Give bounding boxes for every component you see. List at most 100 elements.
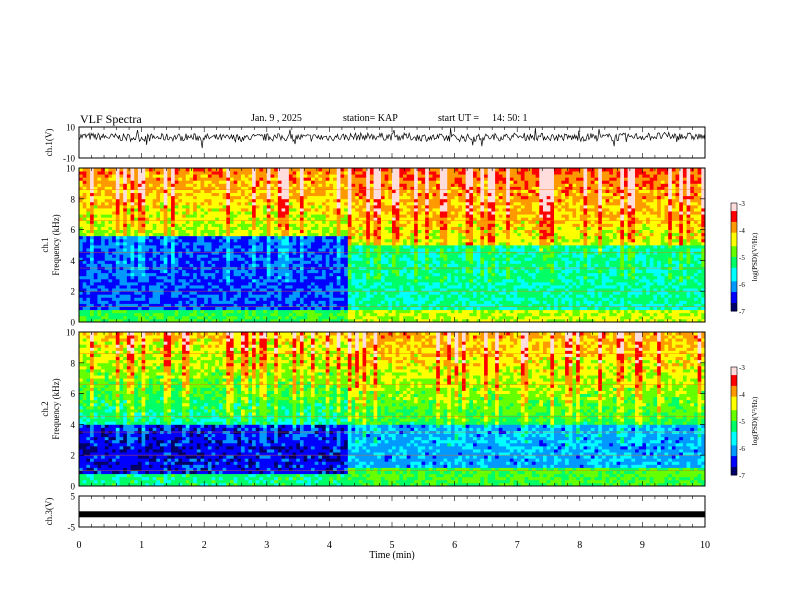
spectrogram-cell — [388, 180, 393, 184]
spectrogram-cell — [130, 272, 135, 277]
spectrogram-cell — [174, 245, 179, 249]
spectrogram-cell — [310, 303, 316, 307]
spectrogram-cell — [215, 232, 220, 237]
spectrogram-cell — [432, 198, 437, 203]
spectrogram-cell — [237, 211, 242, 215]
spectrogram-cell — [119, 204, 124, 209]
spectrogram-cell — [241, 183, 246, 187]
spectrogram-cell — [130, 269, 135, 274]
spectrogram-cell — [432, 312, 437, 317]
spectrogram-cell — [369, 211, 374, 215]
spectrogram-cell — [160, 241, 165, 246]
spectrogram-cell — [277, 275, 282, 280]
spectrogram-cell — [222, 278, 227, 283]
spectrogram-cell — [134, 260, 139, 264]
spectrogram-cell — [241, 278, 246, 283]
spectrogram-cell — [255, 238, 260, 243]
spectrogram-cell — [255, 174, 260, 178]
spectrogram-cell — [185, 189, 190, 194]
spectrogram-cell — [160, 309, 165, 314]
spectrogram-cell — [432, 211, 437, 215]
spectrogram-cell — [406, 198, 411, 203]
spectrogram-cell — [329, 208, 334, 212]
spectrogram-cell — [115, 238, 120, 243]
spectrogram-cell — [266, 288, 271, 292]
spectrogram-cell — [410, 211, 415, 215]
spectrogram-cell — [310, 229, 316, 234]
spectrogram-cell — [259, 257, 264, 261]
spectrogram-cell — [79, 275, 84, 280]
spectrogram-cell — [218, 260, 224, 264]
spectrogram-cell — [182, 223, 187, 227]
spectrogram-cell — [174, 189, 179, 194]
spectrogram-cell — [307, 232, 312, 237]
spectrogram-cell — [432, 254, 437, 258]
spectrogram-cell — [299, 269, 305, 274]
spectrogram-cell — [167, 226, 172, 230]
spectrogram-cell — [163, 238, 168, 243]
spectrogram-cell — [115, 211, 120, 215]
spectrogram-cell — [171, 171, 176, 175]
spectrogram-cell — [204, 297, 209, 301]
spectrogram-cell — [189, 211, 194, 215]
spectrogram-cell — [325, 223, 330, 227]
spectrogram-cell — [395, 186, 400, 190]
spectrogram-cell — [137, 186, 142, 190]
spectrogram-cell — [145, 309, 150, 314]
spectrogram-cell — [241, 192, 246, 197]
spectrogram-cell — [340, 285, 345, 289]
spectrogram-cell — [406, 272, 411, 277]
spectrogram-cell — [218, 226, 224, 230]
spectrogram-cell — [303, 241, 308, 246]
spectrogram-cell — [171, 275, 176, 280]
spectrogram-cell — [380, 214, 386, 218]
spectrogram-cell — [329, 245, 334, 249]
spectrogram-cell — [196, 186, 201, 190]
spectrogram-cell — [233, 275, 238, 280]
spectrogram-cell — [244, 288, 249, 292]
spectrogram-cell — [218, 177, 224, 181]
spectrogram-cell — [241, 223, 246, 227]
spectrogram-cell — [414, 269, 419, 274]
spectrogram-cell — [200, 208, 205, 212]
spectrogram-cell — [218, 278, 224, 283]
spectrogram-cell — [406, 168, 411, 172]
spectrogram-cell — [244, 297, 249, 301]
spectrogram-cell — [244, 192, 249, 197]
spectrogram-cell — [369, 226, 374, 230]
spectrogram-cell — [189, 294, 194, 298]
spectrogram-cell — [115, 217, 120, 221]
spectrogram-cell — [303, 229, 308, 234]
spectrogram-cell — [79, 180, 84, 184]
spectrogram-cell — [200, 288, 205, 292]
spectrogram-cell — [241, 272, 246, 277]
spectrogram-cell — [182, 192, 187, 197]
spectrogram-cell — [344, 241, 349, 246]
spectrogram-cell — [200, 177, 205, 181]
spectrogram-cell — [380, 257, 386, 261]
spectrogram-cell — [152, 168, 157, 172]
spectrogram-cell — [152, 214, 157, 218]
spectrogram-cell — [322, 269, 327, 274]
spectrogram-cell — [274, 180, 279, 184]
spectrogram-cell — [369, 192, 374, 197]
spectrogram-cell — [358, 285, 363, 289]
spectrogram-cell — [115, 183, 120, 187]
spectrogram-cell — [318, 217, 323, 221]
spectrogram-cell — [104, 204, 109, 209]
spectrogram-cell — [296, 174, 301, 178]
spectrogram-cell — [263, 201, 268, 206]
spectrogram-cell — [406, 217, 411, 221]
spectrogram-cell — [237, 204, 242, 209]
spectrogram-cell — [104, 294, 109, 298]
spectrogram-cell — [248, 214, 253, 218]
spectrogram-cell — [380, 192, 386, 197]
spectrogram-cell — [182, 306, 187, 311]
spectrogram-cell — [329, 254, 334, 258]
spectrogram-cell — [366, 269, 371, 274]
spectrogram-cell — [104, 189, 109, 194]
spectrogram-cell — [112, 226, 117, 230]
spectrogram-cell — [211, 245, 216, 249]
spectrogram-cell — [377, 183, 382, 187]
spectrogram-cell — [252, 232, 257, 237]
